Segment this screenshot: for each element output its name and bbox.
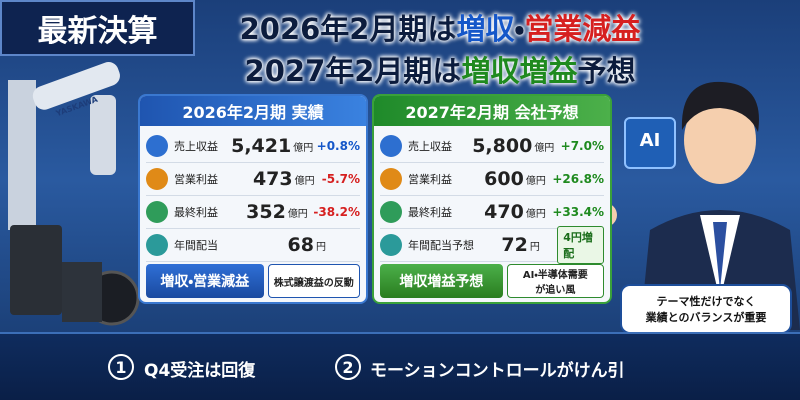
point-text: モーションコントロールがけん引 — [370, 361, 625, 381]
metric-unit: 億円 — [293, 142, 314, 154]
person-hair — [681, 81, 759, 132]
speech-bubble: テーマ性だけでなく 業績とのバランスが重要 — [620, 284, 792, 334]
headline-part: 2027年2月期は — [244, 54, 462, 88]
metric-unit: 億円 — [534, 142, 555, 154]
metric-label: 年間配当 — [174, 239, 218, 252]
note: AI・半導体需要 が追い風 — [506, 264, 604, 298]
forecast-panel: 2027年2月期 会社予想 売上収益 5,800 億円 +7.0% 営業利益 600 億円 +2… — [372, 94, 612, 304]
person-tie — [713, 222, 727, 290]
metric-value: 5,421 — [231, 135, 292, 157]
metric-change: +26.8% — [552, 172, 604, 186]
metric-icon — [380, 201, 402, 223]
metric-icon — [146, 201, 168, 223]
note: 株式譲渡益の反動 — [267, 264, 360, 298]
robot-arm — [8, 80, 36, 230]
metric-value: 600 — [484, 168, 524, 190]
robot-arm — [32, 62, 120, 110]
metric-row: 年間配当 68 円 — [146, 229, 360, 262]
metric-icon — [146, 234, 168, 256]
metric-label: 営業利益 — [408, 173, 452, 186]
verdict: 増収・営業減益 — [146, 264, 264, 298]
metric-unit: 億円 — [525, 208, 546, 220]
bottom-bar: 1 Q4受注は回復 2 モーションコントロールがけん引 — [0, 332, 800, 400]
person-face — [684, 96, 756, 184]
metric-label: 売上収益 — [174, 140, 218, 153]
results-panel: 2026年2月期 実績 売上収益 5,421 億円 +0.8% 営業利益 473 億円 -5.7… — [138, 94, 368, 304]
metric-unit: 円 — [529, 241, 540, 253]
metric-tag: 4円増配 — [557, 226, 604, 264]
bubble-line: 業績とのバランスが重要 — [645, 311, 767, 324]
metric-change: -38.2% — [313, 205, 360, 219]
headline-part: ・ — [514, 12, 525, 46]
point-number: 2 — [335, 354, 361, 380]
metric-value: 470 — [484, 201, 524, 223]
headline-part: 2026年2月期は — [239, 12, 457, 46]
metric-label: 最終利益 — [408, 206, 452, 219]
note-line: AI・半導体需要 — [522, 270, 588, 281]
bubble-line: テーマ性だけでなく — [656, 295, 756, 308]
headline-part: 営業減益 — [524, 12, 641, 46]
metric-row: 最終利益 470 億円 +33.4% — [380, 196, 604, 229]
metric-unit: 億円 — [287, 208, 308, 220]
metric-unit: 億円 — [525, 175, 546, 187]
metric-label: 最終利益 — [174, 206, 218, 219]
metric-unit: 億円 — [294, 175, 315, 187]
metric-icon — [380, 135, 402, 157]
chip — [624, 117, 676, 169]
metric-change: +7.0% — [560, 139, 604, 153]
servo-motor — [62, 262, 102, 322]
metric-icon — [380, 168, 402, 190]
headline-part: 増収増益 — [461, 54, 578, 88]
metric-row: 営業利益 600 億円 +26.8% — [380, 163, 604, 196]
headline-part: 増収 — [456, 12, 515, 46]
metric-label: 売上収益 — [408, 140, 452, 153]
metric-icon — [380, 234, 402, 256]
chip-label: AI — [639, 130, 661, 151]
headline: 2026年2月期は増収・営業減益 — [200, 6, 680, 48]
metric-unit: 円 — [316, 241, 326, 253]
controller — [10, 225, 62, 315]
metric-label: 営業利益 — [174, 173, 218, 186]
metric-row: 年間配当予想 72 円 4円増配 — [380, 226, 604, 264]
metric-row: 売上収益 5,800 億円 +7.0% — [380, 130, 604, 163]
badge: 最新決算 — [0, 0, 195, 56]
metric-row: 売上収益 5,421 億円 +0.8% — [146, 130, 360, 163]
metric-row: 営業利益 473 億円 -5.7% — [146, 163, 360, 196]
headline: 2027年2月期は増収増益予想 — [200, 48, 680, 90]
robot-arm — [90, 95, 116, 175]
metric-change: -5.7% — [321, 172, 360, 186]
headline-part: 予想 — [577, 54, 636, 88]
metric-value: 5,800 — [472, 135, 533, 157]
panel-title: 2027年2月期 会社予想 — [374, 96, 610, 126]
metric-row: 最終利益 352 億円 -38.2% — [146, 196, 360, 229]
metric-value: 72 — [501, 234, 528, 256]
point-text: Q4受注は回復 — [144, 361, 256, 381]
note-line: 株式譲渡益の反動 — [273, 277, 354, 289]
point-number: 1 — [108, 354, 134, 380]
panel-title: 2026年2月期 実績 — [140, 96, 366, 126]
verdict: 増収増益予想 — [380, 264, 503, 298]
metric-change: +0.8% — [316, 139, 360, 153]
note-line: が追い風 — [535, 285, 576, 296]
metric-value: 68 — [287, 234, 314, 256]
metric-value: 473 — [252, 168, 293, 190]
metric-value: 352 — [246, 201, 286, 223]
metric-change: +33.4% — [552, 205, 604, 219]
metric-icon — [146, 168, 168, 190]
metric-label: 年間配当予想 — [408, 239, 474, 252]
metric-icon — [146, 135, 168, 157]
